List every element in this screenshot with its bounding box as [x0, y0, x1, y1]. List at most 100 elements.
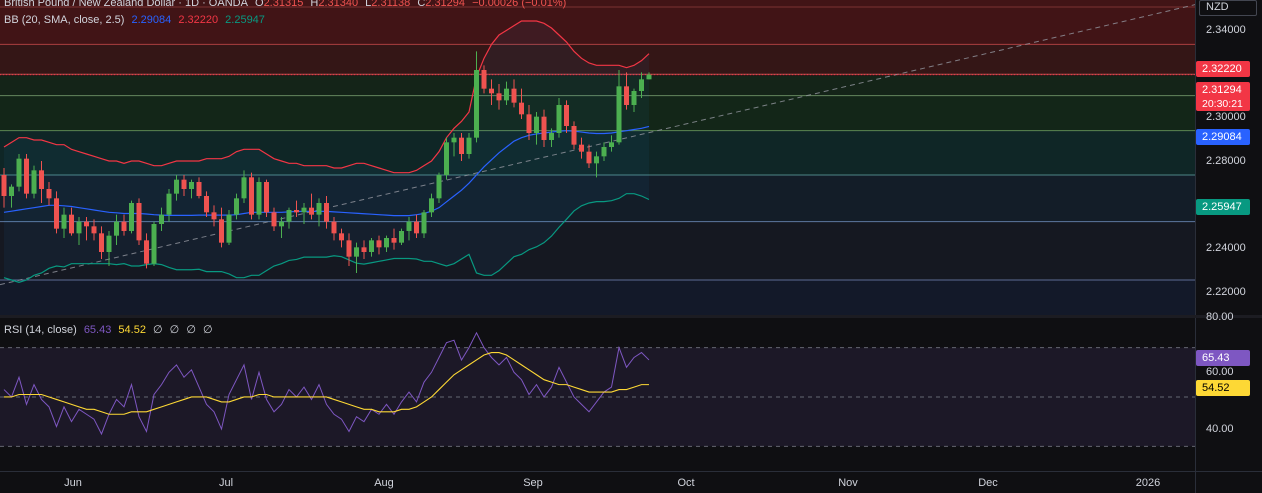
candle-body	[354, 247, 359, 257]
candle-body	[106, 235, 112, 252]
candle-body	[144, 240, 149, 264]
close-value: 2.31294	[425, 0, 466, 9]
candle-body	[324, 203, 329, 222]
candle-body	[264, 182, 269, 213]
month-label: Aug	[374, 477, 394, 489]
candle-body	[279, 221, 284, 227]
bb-upper-line	[3, 20, 650, 174]
rsi-label[interactable]: RSI (14, close)	[4, 324, 77, 336]
rsi-chart-svg[interactable]	[0, 318, 1195, 471]
rsi-tag: 65.43	[1196, 350, 1250, 366]
zone-band	[0, 75, 1195, 96]
candle-body	[451, 137, 457, 143]
candle-body	[624, 86, 629, 105]
zone-band	[0, 221, 1195, 280]
bb-fill	[4, 21, 649, 283]
candle-body	[564, 105, 569, 126]
candle-body	[159, 214, 164, 224]
price-tick: 2.34000	[1206, 24, 1246, 36]
candle-body	[384, 238, 389, 248]
candle-body	[646, 74, 652, 80]
change-value: −0.00026 (−0.01%)	[472, 0, 567, 9]
candle-body	[616, 86, 622, 143]
candle-body	[31, 170, 37, 194]
close-label: C	[417, 0, 426, 9]
rsi-line	[3, 331, 650, 436]
rsi-value: 65.43	[83, 324, 112, 336]
price-chart-svg[interactable]	[0, 0, 1195, 315]
candle-body	[84, 221, 89, 227]
candle-body	[204, 196, 209, 213]
candle-body	[241, 177, 247, 199]
symbol-legend[interactable]: British Pound / New Zealand Dollar · 1D …	[4, 0, 570, 10]
candle-body	[481, 70, 487, 89]
candle-body	[586, 151, 592, 164]
price-tick: 2.28000	[1206, 155, 1246, 167]
candle-body	[309, 207, 314, 215]
last-price-tag: 2.31294 20:30:21	[1196, 82, 1250, 111]
candle-body	[339, 233, 344, 241]
candle-body	[579, 144, 584, 152]
rsi-pane[interactable]	[0, 318, 1195, 471]
month-label: 2026	[1135, 477, 1161, 489]
candle-body	[1, 175, 7, 196]
month-label: Sep	[523, 477, 543, 489]
bb-label[interactable]: BB (20, SMA, close, 2.5)	[4, 14, 125, 26]
month-label: Oct	[677, 477, 695, 489]
rsi-extra-3: ∅	[186, 324, 196, 336]
candle-body	[234, 198, 239, 215]
candle-body	[256, 182, 262, 215]
zone-band	[0, 95, 1195, 131]
price-pane[interactable]	[0, 0, 1195, 315]
candle-body	[369, 240, 374, 252]
candle-body	[271, 212, 277, 227]
candle-body	[136, 203, 142, 241]
candle-body	[54, 198, 59, 229]
month-label: Nov	[838, 477, 858, 489]
candle-body	[39, 170, 44, 189]
open-value: 2.31315	[263, 0, 304, 9]
candle-body	[504, 88, 509, 101]
candle-body	[399, 231, 404, 243]
rsi-scale[interactable]: 80.00 60.00 40.00 65.43 54.52	[1195, 311, 1262, 471]
bb-basis-value: 2.29084	[131, 14, 172, 26]
currency-selector[interactable]: NZD	[1199, 0, 1257, 16]
candle-body	[459, 137, 464, 154]
zone-band	[0, 280, 1195, 315]
pane-divider[interactable]	[0, 315, 1262, 318]
candle-body	[226, 214, 232, 243]
candle-body	[99, 233, 104, 252]
last-price: 2.31294	[1202, 84, 1242, 96]
candle-body	[639, 79, 644, 91]
candle-body	[436, 175, 442, 199]
rsi-tick: 60.00	[1206, 366, 1234, 378]
rsi-extra-4: ∅	[202, 324, 213, 336]
rsi-extra-1: ∅	[153, 324, 163, 336]
candle-body	[151, 224, 157, 264]
candle-body	[166, 193, 172, 215]
candle-body	[429, 198, 434, 213]
bb-basis-tag: 2.29084	[1196, 129, 1250, 145]
price-tick: 2.22000	[1206, 286, 1246, 298]
rsi-legend[interactable]: RSI (14, close) 65.43 54.52 ∅ ∅ ∅ ∅	[4, 323, 217, 337]
rsi-ma-tag: 54.52	[1196, 380, 1250, 396]
candle-body	[541, 116, 547, 140]
candle-body	[556, 105, 562, 133]
candle-body	[489, 88, 494, 94]
bb-lower-line	[3, 193, 650, 283]
candle-body	[24, 158, 29, 194]
candle-body	[346, 240, 352, 257]
time-axis[interactable]: Jun Jul Aug Sep Oct Nov Dec 2026	[0, 471, 1195, 493]
symbol-title[interactable]: British Pound / New Zealand Dollar · 1D …	[4, 0, 248, 9]
bb-lower-value: 2.25947	[225, 14, 265, 26]
candle-body	[444, 142, 449, 175]
candle-body	[474, 70, 479, 138]
bb-legend[interactable]: BB (20, SMA, close, 2.5) 2.29084 2.32220…	[4, 13, 269, 27]
price-scale[interactable]: 2.34000 2.30000 2.28000 2.24000 2.22000 …	[1195, 0, 1262, 315]
month-label: Jun	[64, 477, 82, 489]
candle-body	[519, 102, 524, 115]
candle-body	[316, 203, 322, 215]
candle-body	[174, 179, 179, 194]
candle-body	[301, 207, 307, 213]
